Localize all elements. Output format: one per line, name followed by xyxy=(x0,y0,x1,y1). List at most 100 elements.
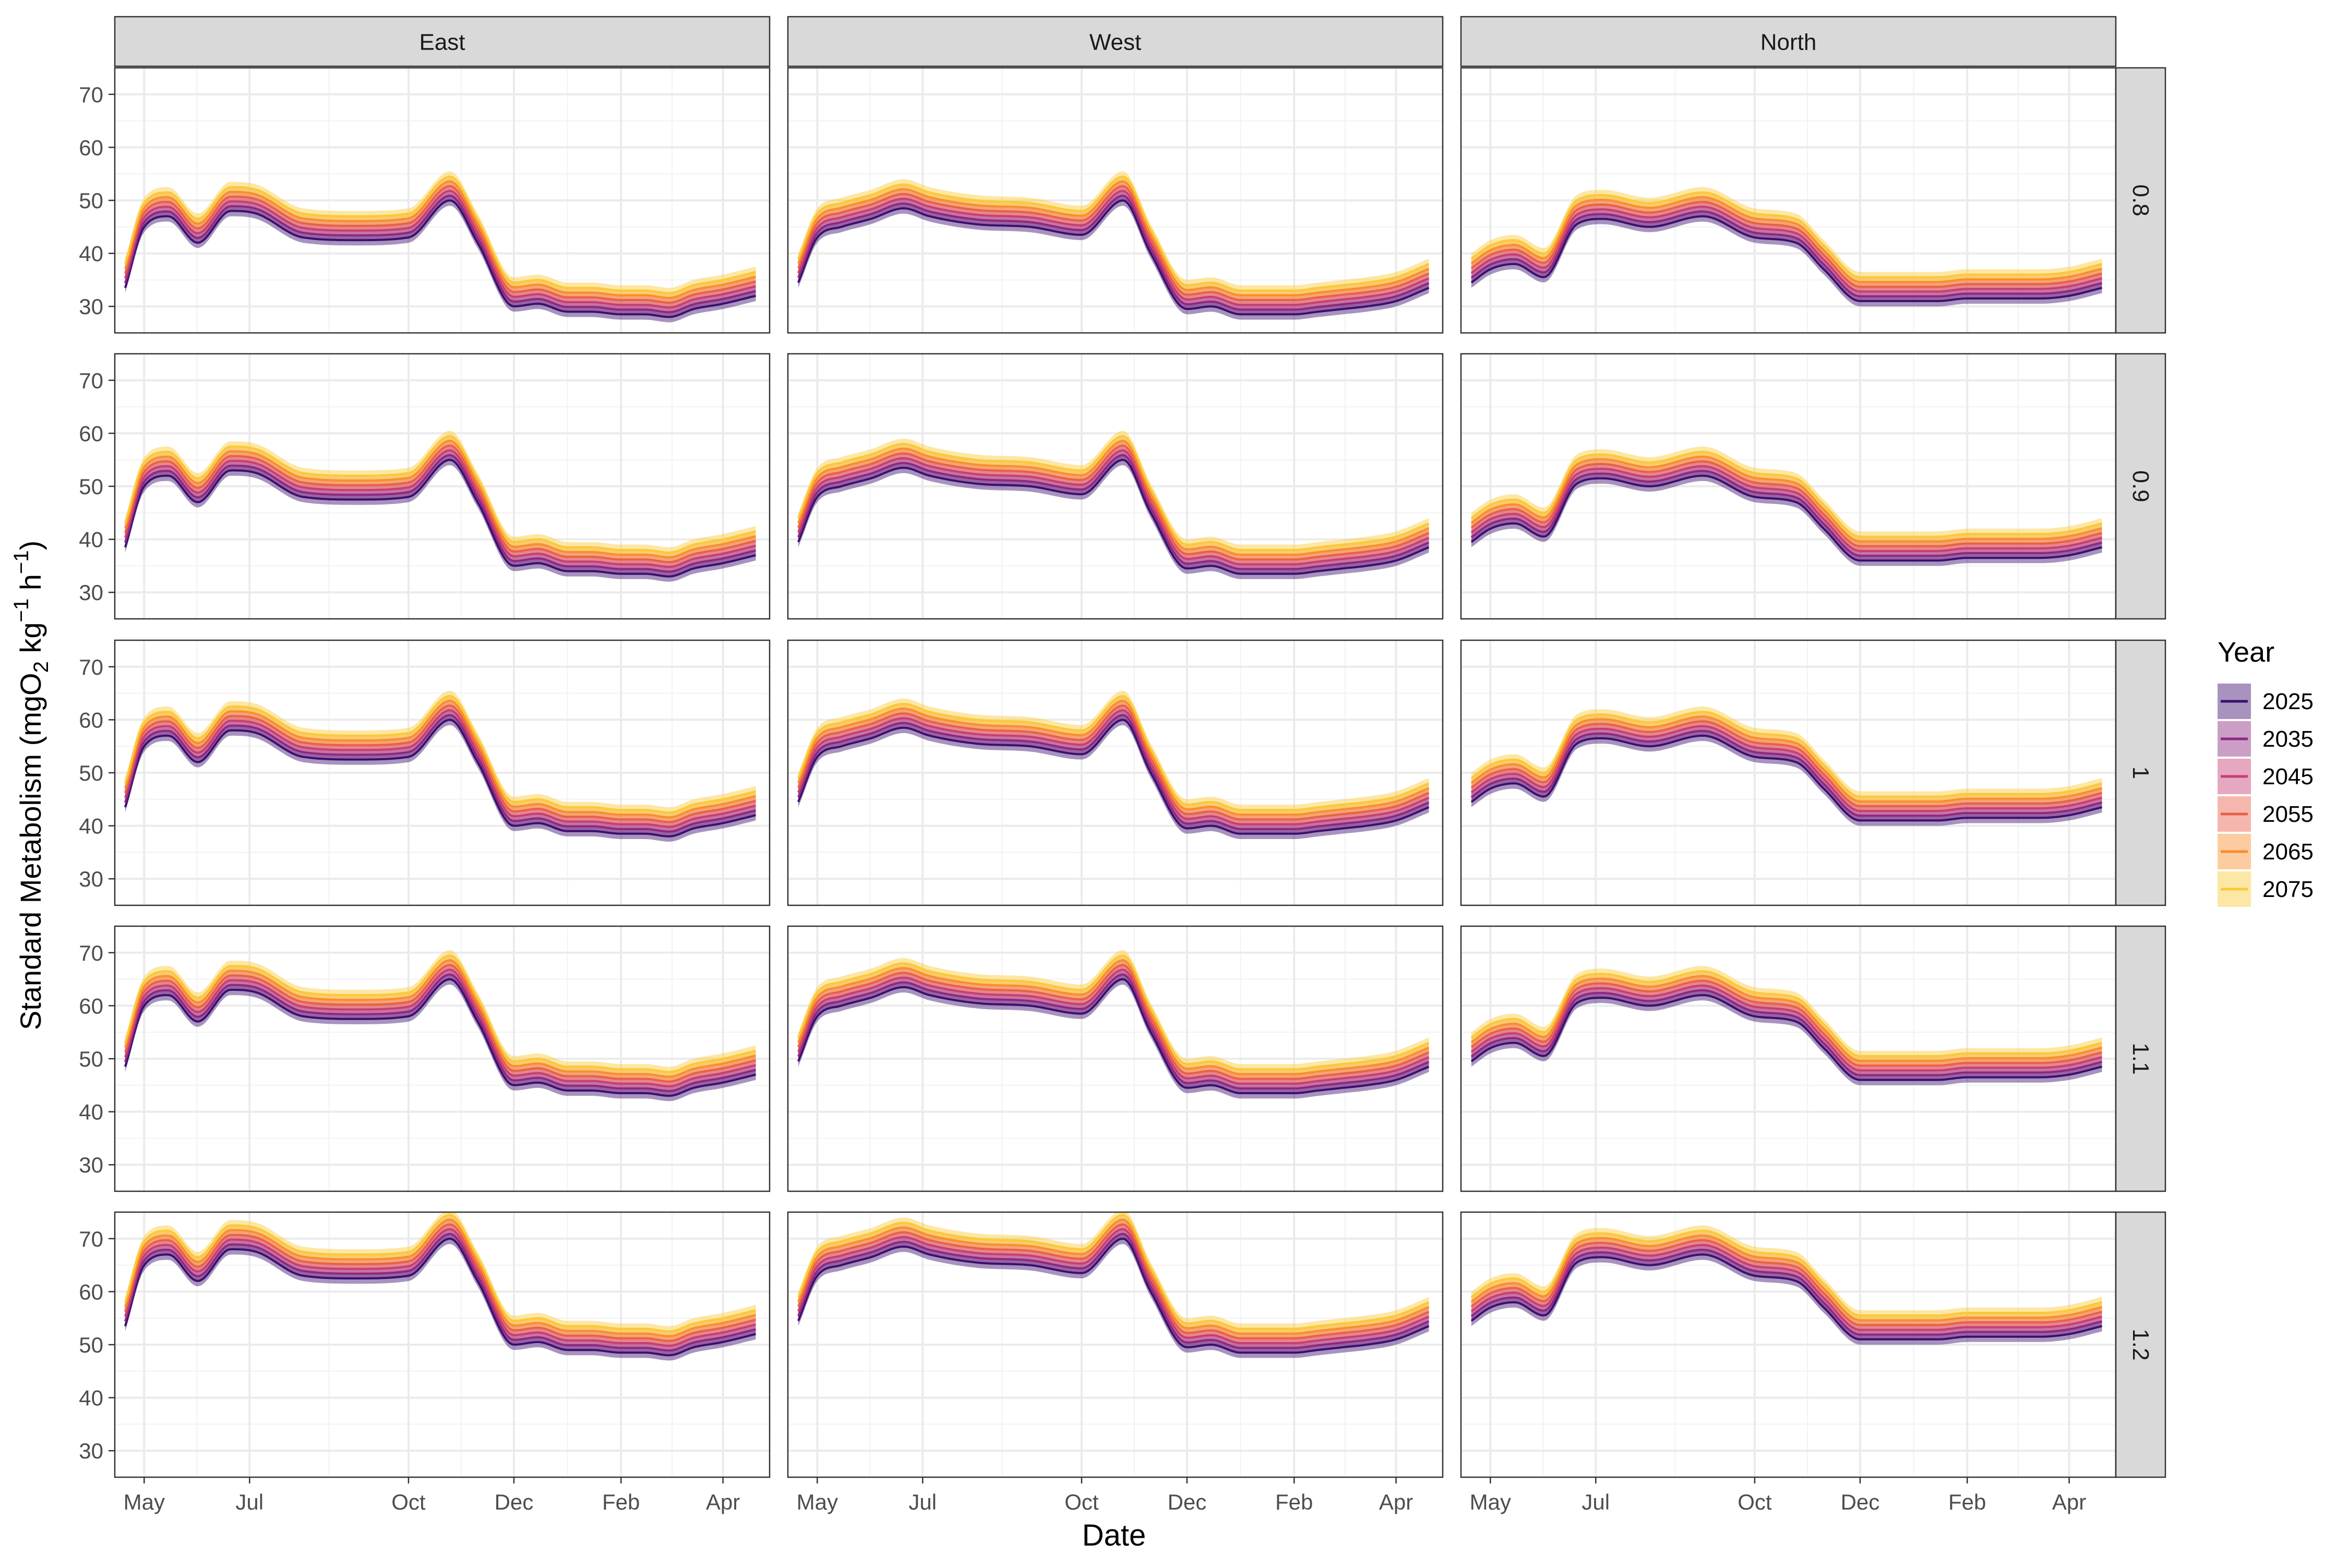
series-line-2045 xyxy=(797,968,1430,1085)
series-line-2035 xyxy=(1470,210,2102,297)
ribbon-2065 xyxy=(1471,1230,2102,1326)
panel-data xyxy=(1470,966,2102,1085)
series-line-2035 xyxy=(797,194,1430,311)
ribbon-2025 xyxy=(1471,1249,2102,1345)
panel-data xyxy=(124,171,756,322)
ribbon-2075 xyxy=(1471,187,2102,283)
series-line-2075 xyxy=(124,1214,756,1333)
panel-west-0.8 xyxy=(787,67,1444,334)
ribbon-2045 xyxy=(1471,721,2102,817)
series-line-2075 xyxy=(124,435,756,554)
ribbon-2065 xyxy=(125,176,756,304)
series-line-2065 xyxy=(1470,196,2102,283)
panel-data xyxy=(1470,1225,2102,1345)
legend-item-2025: 2025 xyxy=(2218,684,2314,719)
ribbon-2025 xyxy=(1471,211,2102,307)
ribbon-2045 xyxy=(1471,1239,2102,1335)
series-line-2065 xyxy=(124,1218,756,1337)
panel-north-0.8 xyxy=(1460,67,2117,334)
ribbon-2075 xyxy=(1471,446,2102,542)
series-line-2055 xyxy=(1470,720,2102,807)
series-line-2025 xyxy=(124,719,756,837)
panel-west-1.2 xyxy=(787,1211,1444,1478)
ribbon-2035 xyxy=(125,969,756,1097)
x-tick-label: Feb xyxy=(602,1490,640,1514)
facet-strip-label: North xyxy=(1760,30,1817,55)
facet-strip-row-1 xyxy=(2115,639,2166,906)
series-line-2065 xyxy=(1470,456,2102,543)
x-tick-label: Dec xyxy=(495,1490,534,1514)
ribbon-2055 xyxy=(125,960,756,1087)
x-tick-label: Dec xyxy=(1168,1490,1207,1514)
y-tick-label: 30 xyxy=(79,294,103,319)
panel-border xyxy=(787,67,1444,334)
ribbon-2055 xyxy=(1471,1235,2102,1331)
facet-strip-row-0.8 xyxy=(2115,67,2166,334)
series-line-2055 xyxy=(124,704,756,823)
series-line-2055 xyxy=(797,444,1430,561)
panel-border xyxy=(787,1211,1444,1478)
ribbon-2055 xyxy=(1471,716,2102,812)
legend-item-2045: 2045 xyxy=(2218,759,2314,794)
ribbon-2035 xyxy=(125,1228,756,1356)
ribbon-2045 xyxy=(1471,201,2102,297)
series-line-2025 xyxy=(797,199,1430,316)
y-tick-label: 60 xyxy=(79,994,103,1018)
series-line-2065 xyxy=(797,180,1430,296)
y-tick-label: 40 xyxy=(79,1386,103,1410)
series-line-2035 xyxy=(1470,470,2102,557)
panels-layer xyxy=(114,67,2117,1478)
series-line-2045 xyxy=(797,189,1430,306)
x-tick-label: May xyxy=(797,1490,838,1514)
series-line-2025 xyxy=(1470,474,2102,562)
y-tick-label: 60 xyxy=(79,1279,103,1304)
ribbon-2065 xyxy=(125,955,756,1082)
series-line-2075 xyxy=(124,175,756,294)
series-line-2045 xyxy=(124,1228,756,1347)
y-tick-label: 30 xyxy=(79,1439,103,1463)
strips-layer: East West North 0.8 0.9 1 1.1 1.2 xyxy=(114,16,2166,1478)
series-line-2065 xyxy=(797,1218,1430,1335)
ribbon-2025 xyxy=(125,454,756,582)
legend-item-2035: 2035 xyxy=(2218,721,2314,757)
ribbon-2065 xyxy=(125,695,756,823)
panel-border xyxy=(787,353,1444,620)
legend-label: 2025 xyxy=(2262,689,2314,714)
series-line-2025 xyxy=(797,1237,1430,1354)
ribbon-2025 xyxy=(1471,989,2102,1085)
series-line-2075 xyxy=(1470,970,2102,1057)
series-line-2065 xyxy=(124,699,756,819)
ribbon-2075 xyxy=(1471,1225,2102,1321)
panel-north-1 xyxy=(1460,639,2117,906)
series-line-2045 xyxy=(797,449,1430,566)
y-tick-label: 70 xyxy=(79,82,103,107)
y-tick-label: 70 xyxy=(79,941,103,965)
ribbon-2065 xyxy=(125,1214,756,1342)
legend-label: 2035 xyxy=(2262,726,2314,752)
series-line-2075 xyxy=(1470,711,2102,798)
series-line-2035 xyxy=(124,194,756,314)
panel-west-1 xyxy=(787,639,1444,906)
series-line-2075 xyxy=(1470,450,2102,538)
series-line-2065 xyxy=(1470,975,2102,1062)
x-axis-title: Date xyxy=(1082,1518,1146,1552)
x-tick-label: Apr xyxy=(706,1490,740,1514)
facet-strip-label: East xyxy=(419,30,465,55)
y-tick-label: 40 xyxy=(79,1100,103,1124)
legend: Year 2025 2035 2045 2055 2065 2075 xyxy=(2218,637,2314,907)
ribbon-2045 xyxy=(125,185,756,313)
series-line-2075 xyxy=(124,954,756,1073)
series-line-2025 xyxy=(124,199,756,318)
y-tick-label: 70 xyxy=(79,655,103,679)
ribbon-2055 xyxy=(125,1219,756,1346)
series-line-2075 xyxy=(797,435,1430,551)
ribbon-2065 xyxy=(1471,451,2102,547)
series-line-2035 xyxy=(1470,989,2102,1076)
panel-border xyxy=(787,639,1444,906)
series-line-2055 xyxy=(1470,979,2102,1067)
series-line-2075 xyxy=(1470,191,2102,279)
ribbon-2025 xyxy=(1471,730,2102,826)
series-line-2035 xyxy=(124,973,756,1093)
ribbon-2075 xyxy=(125,690,756,818)
series-line-2045 xyxy=(124,709,756,828)
